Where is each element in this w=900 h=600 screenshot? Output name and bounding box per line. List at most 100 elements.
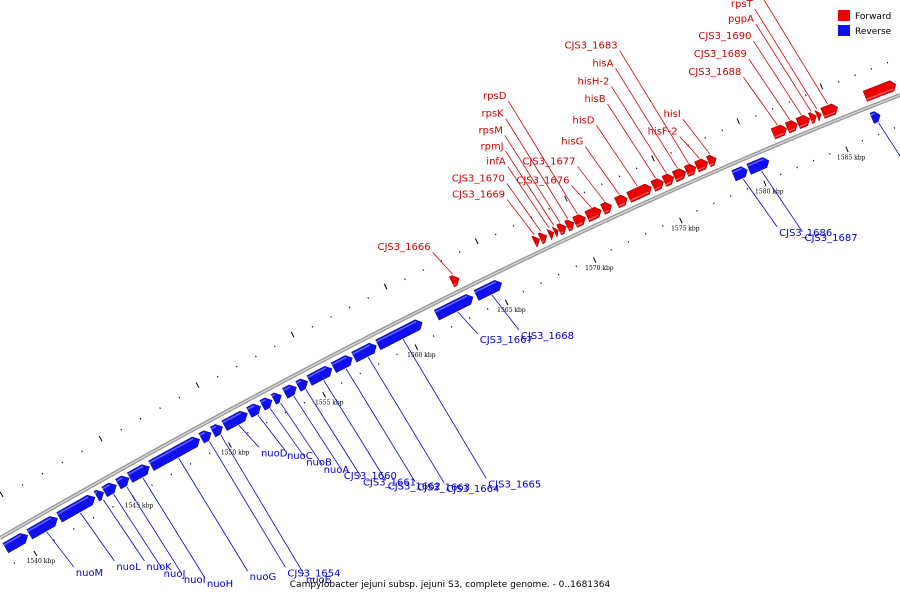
leader-line (607, 103, 656, 179)
legend-reverse-swatch (838, 25, 850, 36)
tick-mark (159, 407, 161, 410)
leader-line (761, 170, 803, 233)
gene-shine (307, 367, 326, 378)
gene-label: CJS3_1654 (287, 568, 340, 579)
leader-line (238, 425, 260, 448)
tick-mark (0, 491, 4, 498)
gene-label: CJS3_1687 (805, 233, 858, 244)
tick-mark (540, 282, 542, 284)
reverse-gene (869, 111, 881, 124)
reverse-gene (746, 157, 770, 175)
tick-mark (330, 316, 332, 318)
tick-mark (396, 353, 398, 356)
tick-mark (359, 372, 362, 375)
gene-label: CJS3_1676 (516, 176, 569, 187)
gene-label: nuoE (306, 575, 331, 586)
gene-label: nuoA (324, 465, 350, 476)
tick-label: 1570 kbp (585, 265, 614, 272)
legend: Forward Reverse (838, 10, 892, 37)
reverse-gene (375, 319, 423, 351)
gene-shine (823, 111, 836, 118)
gene-label: CJS3_1670 (452, 173, 505, 184)
forward-gene (584, 206, 602, 223)
forward-gene (784, 120, 798, 134)
tick-mark (247, 431, 249, 434)
tick-mark (854, 74, 856, 77)
tick-mark (721, 129, 723, 132)
tick-mark (755, 115, 757, 117)
tick-mark (796, 166, 798, 169)
reverse-gene (282, 384, 297, 399)
forward-gene (650, 178, 664, 192)
leader-line (577, 166, 605, 202)
tick-mark (729, 195, 732, 197)
leader-line (508, 100, 578, 215)
forward-gene (706, 154, 717, 168)
gene-label: CJS3_1690 (698, 31, 751, 42)
leader-line (504, 135, 561, 223)
gene-shine (210, 425, 217, 430)
tick-mark (504, 299, 509, 306)
leader-line (505, 118, 569, 219)
gene-shine (799, 122, 808, 128)
gene-label: nuoG (250, 572, 277, 583)
leader-line (615, 68, 678, 169)
gene-label: nuoH (207, 579, 233, 590)
forward-gene (556, 223, 567, 236)
gene-features (2, 80, 897, 554)
forward-gene (808, 112, 817, 124)
reverse-gene (270, 392, 282, 405)
forward-gene (551, 226, 559, 238)
gene-label: nuoM (76, 568, 103, 579)
leader-line (257, 414, 286, 451)
leader-line (679, 136, 700, 159)
gene-labels: CJS3_1666 CJS3_1669 CJS3_1670 infA rpmJ rpsM r… (46, 0, 900, 590)
gene-shine (222, 412, 242, 424)
tick-mark (348, 306, 351, 309)
tick-mark (151, 484, 153, 487)
leader-line (323, 380, 387, 481)
tick-mark (627, 240, 630, 243)
tick-mark (92, 516, 95, 519)
leader-line (619, 50, 689, 164)
tick-mark (593, 257, 597, 263)
reverse-gene (221, 410, 248, 432)
reverse-gene (433, 294, 474, 321)
reverse-gene (126, 464, 150, 483)
gene-shine (665, 181, 672, 186)
tick-mark (290, 331, 295, 338)
leader-line (142, 477, 206, 579)
tick-mark (805, 94, 807, 97)
tick-mark (618, 175, 621, 178)
leader-line (220, 434, 305, 575)
legend-reverse-label: Reverse (855, 27, 892, 37)
gene-label: hisH-2 (578, 76, 610, 87)
tick-mark (322, 391, 326, 398)
leader-line (682, 118, 711, 155)
tick-mark (440, 260, 443, 262)
tick-mark (486, 308, 489, 310)
gene-label: rpmJ (480, 141, 503, 152)
gene-shine (654, 186, 661, 191)
forward-gene (820, 103, 838, 119)
gene-shine (732, 167, 742, 174)
tick-mark (557, 273, 560, 276)
gene-label: CJS3_1663 (417, 483, 470, 494)
gene-shine (866, 88, 894, 101)
leader-line (507, 166, 550, 228)
forward-gene (862, 80, 897, 102)
gene-shine (709, 162, 714, 166)
tick-mark (662, 225, 664, 228)
gene-label: CJS3_1667 (480, 335, 533, 346)
gene-label: CJS3_1668 (521, 331, 574, 342)
gene-shine (604, 209, 610, 214)
tick-mark (255, 355, 257, 358)
tick-mark (450, 326, 453, 328)
gene-label: CJS3_1660 (344, 471, 397, 482)
tick-mark (870, 68, 873, 70)
tick-mark (228, 442, 232, 448)
forward-gene (770, 124, 787, 140)
reverse-gene (295, 378, 308, 392)
tick-mark (112, 505, 114, 508)
gene-label: rpsM (479, 125, 503, 136)
